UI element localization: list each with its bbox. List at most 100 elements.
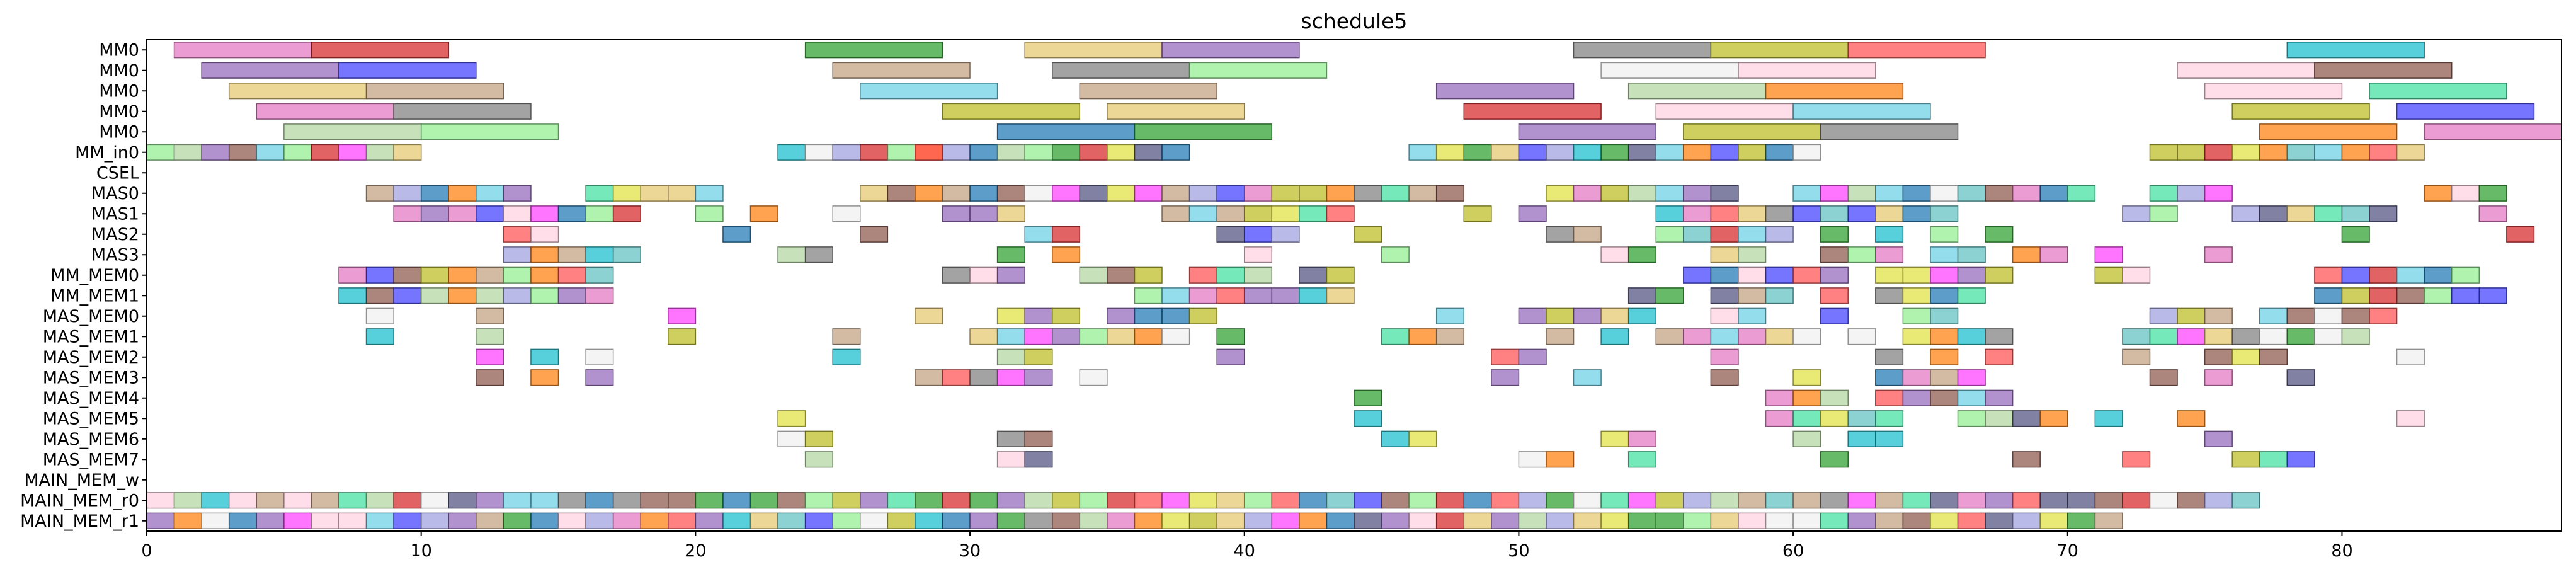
task-bar (1627, 144, 1657, 161)
task-bar (1573, 492, 1602, 509)
task-bar (2204, 328, 2233, 345)
task-bar (860, 226, 889, 243)
task-bar (777, 410, 806, 427)
row-label: MAS_MEM6 (43, 430, 139, 449)
task-bar (1738, 266, 1767, 284)
task-bar (969, 492, 998, 509)
task-bar (530, 246, 559, 263)
task-bar (2259, 123, 2398, 140)
row-label: MAS_MEM3 (43, 368, 139, 387)
task-bar (1463, 492, 1492, 509)
task-bar (1710, 348, 1739, 365)
task-bar (476, 492, 504, 509)
task-bar (832, 348, 861, 365)
task-bar (1820, 123, 1959, 140)
task-bar (832, 205, 861, 222)
task-bar (1354, 410, 1382, 427)
task-bar (1052, 328, 1081, 345)
task-bar (996, 205, 1025, 222)
task-bar (1820, 410, 1849, 427)
task-bar (585, 205, 614, 222)
task-bar (1052, 492, 1081, 509)
task-bar (1216, 328, 1245, 345)
task-bar (1957, 410, 1986, 427)
task-bar (804, 246, 833, 263)
task-bar (996, 328, 1025, 345)
task-bar (1024, 307, 1053, 324)
task-bar (832, 144, 861, 161)
task-bar (1683, 123, 1821, 140)
chart-title: schedule5 (1301, 9, 1408, 33)
task-bar (2122, 451, 2151, 468)
task-bar (1957, 328, 1986, 345)
task-bar (2039, 185, 2068, 202)
task-bar (1573, 369, 1602, 386)
x-tick-label: 20 (685, 541, 706, 561)
task-bar (1161, 307, 1190, 324)
task-bar (503, 512, 532, 529)
task-bar (1875, 246, 1904, 263)
task-bar (585, 512, 614, 529)
task-bar (1408, 430, 1437, 447)
task-bar (2067, 492, 2096, 509)
task-bar (1134, 287, 1163, 304)
task-bar (1765, 389, 1794, 406)
task-bar (668, 328, 697, 345)
task-bar (640, 185, 669, 202)
task-bar (2204, 144, 2233, 161)
task-bar (2478, 287, 2507, 304)
task-bar (557, 266, 586, 284)
task-bar (476, 185, 504, 202)
task-bar (1188, 266, 1217, 284)
task-bar (1930, 307, 1959, 324)
task-bar (2039, 512, 2068, 529)
task-bar (1957, 266, 1986, 284)
task-bar (1930, 512, 1959, 529)
task-bar (1354, 512, 1382, 529)
row-label: MM_MEM0 (50, 266, 139, 285)
task-bar (2286, 369, 2315, 386)
task-bar (2259, 451, 2288, 468)
task-bar (1052, 512, 1081, 529)
task-bar (2286, 144, 2315, 161)
task-bar (1243, 226, 1273, 243)
task-bar (1600, 144, 1629, 161)
task-bar (1134, 144, 1163, 161)
task-bar (2396, 103, 2535, 120)
task-bar (1765, 512, 1794, 529)
task-bar (311, 144, 339, 161)
task-bar (311, 512, 339, 529)
task-bar (1847, 42, 1986, 59)
task-bar (1710, 369, 1739, 386)
task-bar (1765, 83, 1904, 100)
task-bar (1738, 226, 1767, 243)
task-bar (2204, 369, 2233, 386)
row-label: MAIN_MEM_w (24, 471, 139, 490)
task-bar (1985, 266, 2014, 284)
task-bar (2396, 410, 2425, 427)
task-bar (1134, 266, 1163, 284)
task-bar (503, 266, 532, 284)
task-bar (1161, 185, 1190, 202)
task-bar (1683, 185, 1712, 202)
task-bar (338, 512, 367, 529)
x-tick-label: 70 (2057, 541, 2078, 561)
task-bar (365, 328, 394, 345)
task-bar (1710, 512, 1739, 529)
task-bar (942, 205, 971, 222)
task-bar (1957, 287, 1986, 304)
task-bar (2369, 83, 2507, 100)
task-bar (448, 266, 477, 284)
task-bar (1683, 328, 1712, 345)
task-bar (201, 144, 230, 161)
task-bar (2231, 205, 2260, 222)
task-bar (942, 103, 1081, 120)
task-bar (969, 144, 998, 161)
task-bar (1024, 492, 1053, 509)
task-bar (969, 369, 998, 386)
task-bar (1957, 389, 1986, 406)
task-bar (283, 492, 312, 509)
task-bar (1024, 430, 1053, 447)
task-bar (2314, 266, 2343, 284)
task-bar (777, 512, 806, 529)
